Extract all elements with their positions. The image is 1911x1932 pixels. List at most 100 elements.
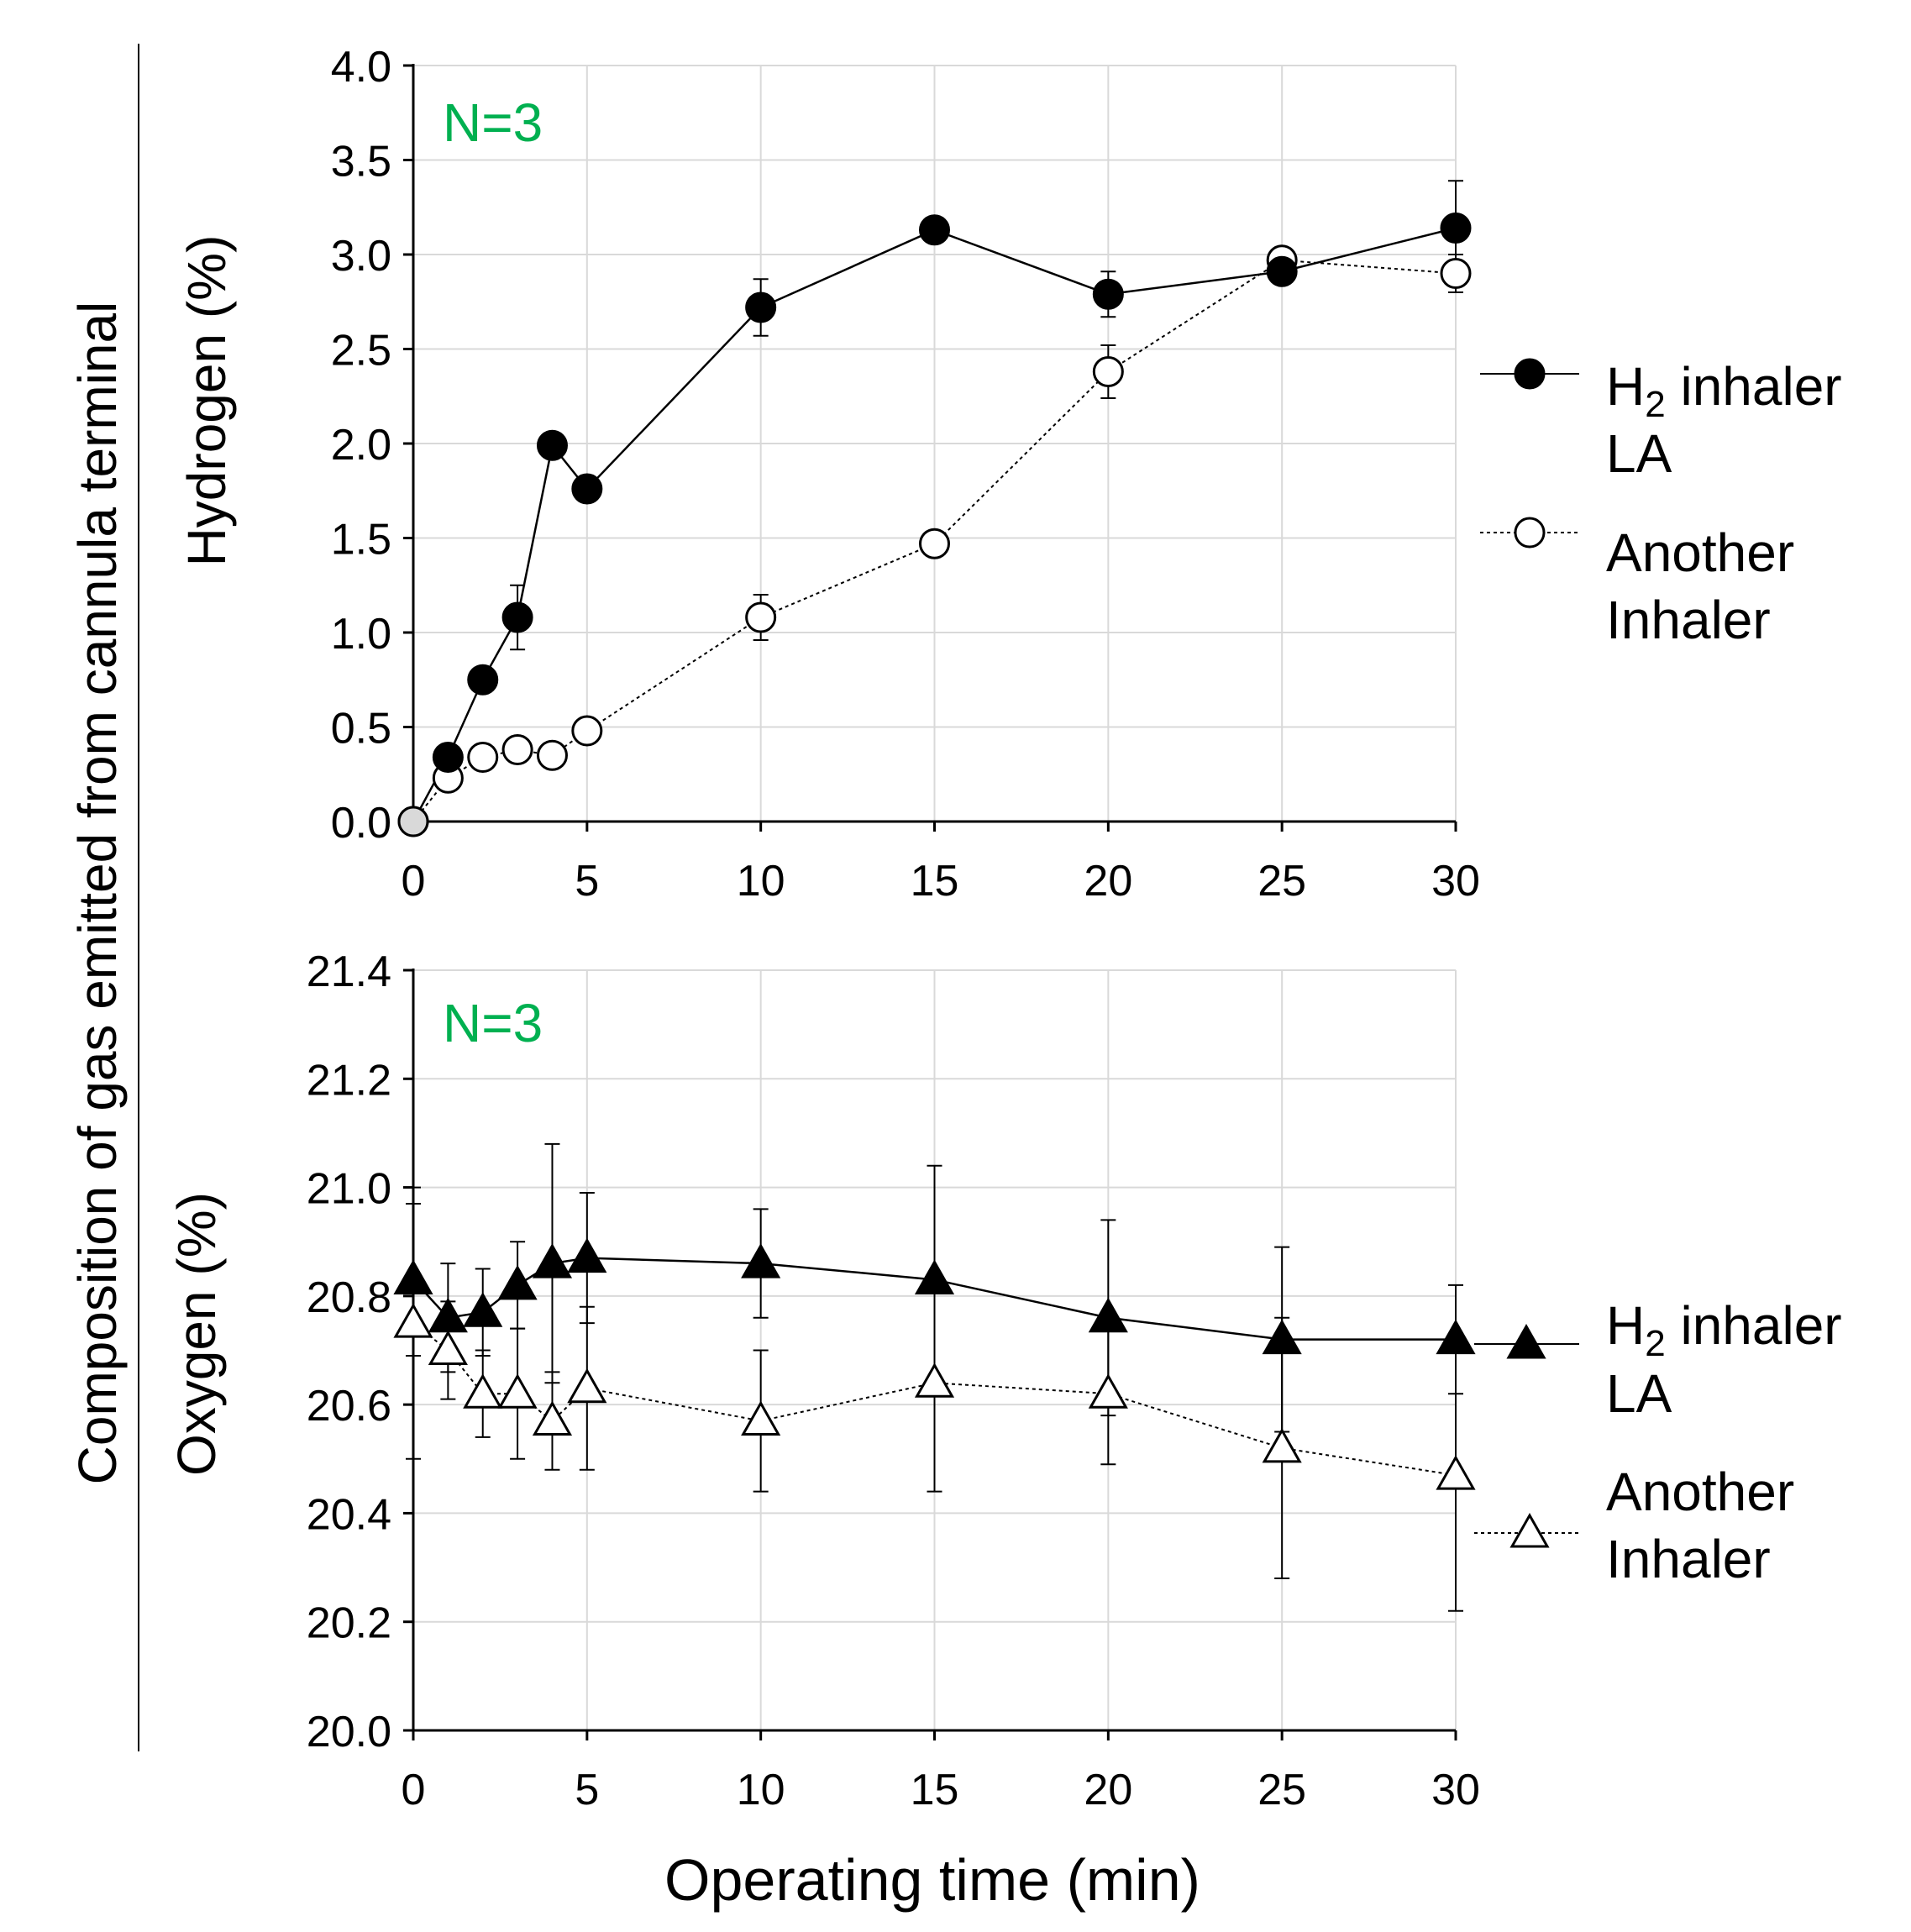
legend-marker-open-triangle bbox=[1509, 1512, 1550, 1548]
data-point bbox=[1088, 1297, 1128, 1333]
data-point bbox=[567, 1368, 607, 1404]
y-tick-label: 1.5 bbox=[331, 516, 391, 564]
y-tick-label: 20.8 bbox=[307, 1273, 391, 1322]
x-tick-label: 30 bbox=[1431, 857, 1480, 906]
data-point bbox=[741, 1243, 781, 1278]
data-point bbox=[914, 1259, 955, 1294]
oxygen-legend: H2 inhaler LA Another Inhaler bbox=[1474, 1295, 1842, 1589]
data-point bbox=[1088, 1373, 1128, 1409]
shared-xlabel: Operating time (min) bbox=[664, 1847, 1200, 1913]
legend-marker-filled-circle bbox=[1514, 358, 1546, 390]
oxygen-ylabel: Oxygen (%) bbox=[166, 1192, 227, 1476]
data-point bbox=[1262, 1427, 1302, 1463]
y-tick-label: 0.5 bbox=[331, 705, 391, 753]
data-point bbox=[571, 473, 603, 505]
hydrogen-annotation: N=3 bbox=[443, 92, 543, 153]
y-tick-label: 20.2 bbox=[307, 1599, 391, 1648]
oxygen-chart: 20.0 20.2 20.4 20.6 20.8 21.0 21.2 21.4 0 5 10 15 2… bbox=[166, 948, 1842, 1814]
y-tick-label: 21.0 bbox=[307, 1165, 391, 1214]
y-tick-label: 20.6 bbox=[307, 1382, 391, 1431]
y-tick-label: 4.0 bbox=[331, 43, 391, 92]
x-tick-label: 25 bbox=[1257, 857, 1306, 906]
data-point bbox=[397, 806, 429, 837]
data-point bbox=[919, 214, 950, 246]
x-tick-label: 25 bbox=[1257, 1766, 1306, 1814]
hydrogen-legend-item-another: Another Inhaler bbox=[1480, 517, 1794, 650]
data-point bbox=[393, 1259, 433, 1294]
data-point bbox=[463, 1292, 503, 1327]
data-point bbox=[914, 1362, 955, 1398]
hydrogen-legend: H2 inhaler LA Another Inhaler bbox=[1480, 356, 1842, 650]
data-point bbox=[745, 601, 777, 633]
data-point bbox=[1092, 356, 1124, 387]
legend-label-line2: Inhaler bbox=[1606, 1529, 1771, 1589]
data-point bbox=[463, 1373, 503, 1409]
y-tick-label: 20.0 bbox=[307, 1708, 391, 1756]
legend-label-line2: LA bbox=[1606, 423, 1672, 484]
data-point bbox=[501, 734, 533, 765]
data-point bbox=[467, 742, 499, 773]
data-point bbox=[501, 601, 533, 633]
x-tick-label: 10 bbox=[737, 1766, 785, 1814]
y-tick-label: 2.0 bbox=[331, 421, 391, 470]
shared-ylabel: Composition of gas emitted from cannula … bbox=[67, 302, 128, 1485]
data-point bbox=[1266, 255, 1298, 287]
x-tick-label: 0 bbox=[402, 857, 426, 906]
data-point bbox=[919, 528, 950, 559]
hydrogen-x-tick-labels: 0 5 10 15 20 25 30 bbox=[402, 857, 1480, 906]
series-line bbox=[412, 1322, 1457, 1477]
data-point bbox=[536, 429, 568, 461]
data-point bbox=[497, 1264, 538, 1300]
data-point bbox=[532, 1243, 573, 1278]
x-tick-label: 0 bbox=[402, 1766, 426, 1814]
data-point bbox=[432, 742, 464, 773]
data-point bbox=[467, 664, 499, 696]
data-point bbox=[428, 1330, 468, 1365]
oxygen-annotation: N=3 bbox=[443, 993, 543, 1053]
legend-marker-open-circle bbox=[1514, 517, 1546, 549]
data-point bbox=[1436, 1319, 1476, 1355]
legend-label-line1: H2 inhaler bbox=[1606, 356, 1842, 425]
x-tick-label: 10 bbox=[737, 857, 785, 906]
y-tick-label: 20.4 bbox=[307, 1490, 391, 1539]
x-tick-label: 20 bbox=[1084, 1766, 1132, 1814]
oxygen-axes bbox=[403, 969, 1457, 1740]
oxygen-y-tick-labels: 20.0 20.2 20.4 20.6 20.8 21.0 21.2 21.4 bbox=[307, 948, 391, 1756]
oxygen-x-tick-labels: 0 5 10 15 20 25 30 bbox=[402, 1766, 1480, 1814]
y-tick-label: 0.0 bbox=[331, 799, 391, 848]
x-tick-label: 15 bbox=[911, 1766, 959, 1814]
data-point bbox=[571, 715, 603, 747]
hydrogen-gridlines bbox=[412, 65, 1457, 822]
data-point bbox=[428, 1297, 468, 1333]
y-tick-label: 1.0 bbox=[331, 610, 391, 659]
legend-label-line1: Another bbox=[1606, 1462, 1794, 1522]
x-tick-label: 20 bbox=[1084, 857, 1132, 906]
y-tick-label: 21.2 bbox=[307, 1056, 391, 1105]
legend-label-line2: Inhaler bbox=[1606, 590, 1771, 650]
legend-label-line1: H2 inhaler bbox=[1606, 1295, 1842, 1364]
x-tick-label: 5 bbox=[575, 857, 599, 906]
data-point bbox=[1092, 278, 1124, 310]
data-point bbox=[536, 739, 568, 771]
legend-label-line2: LA bbox=[1606, 1363, 1672, 1424]
data-point bbox=[497, 1373, 538, 1409]
legend-label-line1: Another bbox=[1606, 522, 1794, 583]
y-tick-label: 3.0 bbox=[331, 232, 391, 281]
data-point bbox=[1436, 1455, 1476, 1490]
y-tick-label: 21.4 bbox=[307, 948, 391, 996]
data-point bbox=[741, 1400, 781, 1436]
hydrogen-ylabel: Hydrogen (%) bbox=[176, 235, 237, 567]
oxygen-legend-item-h2: H2 inhaler LA bbox=[1474, 1295, 1842, 1424]
data-point bbox=[393, 1303, 433, 1338]
data-point bbox=[745, 291, 777, 323]
data-point bbox=[532, 1400, 573, 1436]
data-point bbox=[1262, 1319, 1302, 1355]
x-tick-label: 5 bbox=[575, 1766, 599, 1814]
oxygen-legend-item-another: Another Inhaler bbox=[1474, 1462, 1794, 1589]
y-tick-label: 2.5 bbox=[331, 327, 391, 375]
data-point bbox=[1440, 213, 1472, 244]
x-tick-label: 15 bbox=[911, 857, 959, 906]
data-point bbox=[567, 1237, 607, 1273]
oxygen-series bbox=[393, 1142, 1476, 1612]
